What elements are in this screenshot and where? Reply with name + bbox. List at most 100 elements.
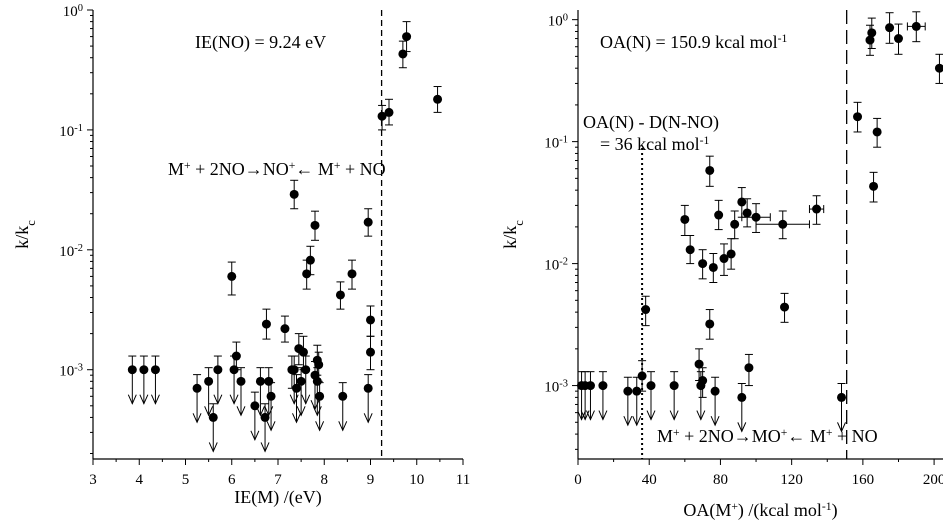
x-tick-label: 9 (367, 472, 375, 488)
y-axis-label: k/kc (500, 220, 526, 249)
data-point (685, 234, 695, 265)
y-tick-label: 10-2 (59, 242, 83, 260)
data-point (363, 208, 373, 237)
upper-limit-marker (192, 374, 202, 424)
upper-limit-marker (338, 382, 348, 432)
upper-limit-marker (598, 371, 608, 421)
x-tick-label: 11 (456, 472, 470, 488)
y-tick-label: 100 (63, 3, 83, 21)
upper-limit-marker (204, 367, 214, 417)
upper-limit-marker (150, 355, 160, 405)
data-point (742, 198, 752, 228)
data-point (227, 261, 237, 296)
x-tick-label: 7 (274, 472, 282, 488)
data-point (314, 351, 324, 382)
upper-limit-marker (264, 367, 274, 417)
data-point (261, 308, 271, 340)
data-point (755, 210, 810, 240)
data-point (705, 309, 715, 340)
x-tick-label: 160 (852, 472, 875, 488)
upper-limit-marker (127, 355, 137, 405)
data-point (780, 292, 790, 323)
x-tick-label: 40 (642, 472, 657, 488)
y-axis-label: k/kc (12, 220, 38, 249)
oa-diff-annotation-line2: = 36 kcal mol-1 (600, 134, 710, 155)
data-point (853, 101, 863, 133)
x-tick-label: 6 (228, 472, 236, 488)
x-axis-label: IE(M) /(eV) (234, 487, 321, 508)
oa-diff-annotation-line1: OA(N) - D(N-NO) (583, 112, 719, 133)
upper-limit-marker (250, 391, 260, 442)
upper-limit-marker (236, 367, 246, 417)
data-point (934, 53, 943, 84)
x-tick-label: 10 (409, 472, 424, 488)
data-point (808, 195, 825, 225)
data-point (280, 315, 290, 343)
data-point (708, 252, 718, 283)
y-tick-label: 10-3 (544, 378, 568, 396)
upper-limit-marker (315, 382, 325, 432)
data-point (335, 281, 345, 310)
reaction-annotation: M+ + 2NO→MO+← M+ + NO (657, 426, 878, 447)
y-tick-label: 10-1 (59, 122, 83, 140)
data-point (310, 210, 320, 241)
data-point (231, 341, 241, 371)
ie-no-annotation: IE(NO) = 9.24 eV (195, 32, 326, 53)
upper-limit-marker (363, 374, 373, 424)
upper-limit-marker (266, 382, 276, 432)
upper-limit-marker (669, 371, 679, 421)
upper-limit-marker (623, 376, 633, 427)
left-panel-ie: 3 4 5 6 7 8 9 10 11 10-3 10-2 10-1 100 IE(M) /(eV) k/k… (12, 3, 470, 509)
data-point (730, 210, 740, 240)
data-point (726, 238, 736, 270)
upper-limit-marker (255, 367, 265, 417)
x-axis-label: OA(M+) /(kcal mol-1) (683, 500, 837, 522)
data-point (869, 171, 879, 203)
x-tick-label: 0 (574, 472, 582, 488)
data-point (302, 259, 312, 290)
data-point (384, 98, 394, 126)
y-tick-label: 10-1 (544, 134, 568, 152)
data-point (289, 179, 299, 210)
upper-limit-marker (737, 382, 747, 433)
data-point (398, 40, 408, 69)
data-point (698, 367, 708, 398)
data-point (641, 295, 651, 327)
data-point (298, 335, 308, 371)
data-point (893, 23, 903, 55)
data-point (366, 305, 375, 337)
x-tick-label: 4 (136, 472, 144, 488)
x-tick-label: 80 (713, 472, 728, 488)
data-point (680, 204, 690, 236)
oa-n-annotation: OA(N) = 150.9 kcal mol-1 (600, 32, 788, 54)
data-point (312, 344, 322, 376)
upper-limit-marker (710, 376, 720, 427)
data-point (872, 117, 882, 148)
right-panel-oa: 0 40 80 120 160 200 10-3 10-2 10-1 100 OA(M+) /(kc… (500, 10, 943, 521)
data-point (714, 199, 724, 231)
data-point (744, 353, 754, 387)
data-point (906, 11, 926, 43)
data-point (377, 104, 387, 131)
x-tick-label: 5 (182, 472, 190, 488)
data-point (433, 86, 443, 113)
y-tick-label: 100 (548, 12, 568, 30)
y-tick-label: 10-3 (59, 362, 83, 380)
x-tick-label: 8 (321, 472, 329, 488)
y-tick-label: 10-2 (544, 256, 568, 274)
upper-limit-marker (837, 382, 847, 433)
upper-limit-marker (646, 371, 656, 421)
data-point (347, 259, 357, 290)
x-tick-label: 120 (780, 472, 803, 488)
upper-limit-marker (632, 376, 642, 427)
data-point (867, 17, 877, 50)
x-tick-label: 3 (89, 472, 97, 488)
upper-limit-marker (139, 355, 149, 405)
data-point (719, 243, 729, 276)
upper-limit-marker (292, 374, 301, 424)
upper-limit-marker (213, 355, 223, 405)
x-tick-label: 200 (923, 472, 943, 488)
data-point (402, 21, 412, 53)
data-point (366, 335, 375, 371)
